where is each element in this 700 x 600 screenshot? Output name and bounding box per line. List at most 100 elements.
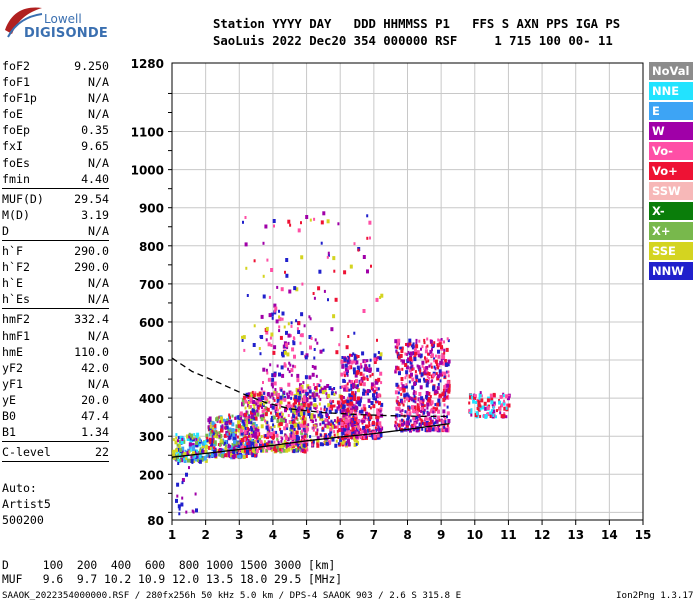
data-point (349, 365, 353, 370)
data-point (287, 333, 291, 338)
data-point (340, 404, 343, 408)
data-point (273, 405, 277, 410)
data-point (380, 381, 383, 385)
data-point (413, 390, 416, 393)
data-point (395, 428, 398, 432)
data-point (468, 408, 471, 412)
data-point (175, 433, 178, 437)
data-point (228, 419, 231, 423)
data-point (271, 385, 274, 389)
data-point (234, 416, 237, 420)
data-point (242, 421, 245, 425)
data-point (443, 351, 446, 355)
data-point (326, 384, 330, 388)
data-point (233, 446, 236, 450)
data-point (283, 419, 285, 423)
data-point (304, 434, 306, 438)
data-point (359, 431, 363, 436)
data-point (427, 359, 430, 363)
data-point (332, 421, 335, 425)
data-point (350, 431, 352, 435)
data-point (239, 439, 243, 444)
data-point (349, 409, 353, 414)
data-point (290, 409, 293, 413)
data-point (315, 431, 319, 436)
data-point (265, 449, 268, 452)
param-row: hmF1 N/A (2, 328, 109, 344)
data-point (477, 400, 481, 405)
data-point (281, 311, 285, 316)
data-point (313, 296, 316, 300)
data-point (204, 449, 208, 454)
data-point (328, 406, 332, 411)
y-tick-label: 1100 (131, 126, 164, 140)
x-tick-label: 10 (466, 528, 483, 542)
data-point (232, 436, 236, 441)
data-point (234, 433, 237, 437)
data-point (218, 434, 221, 438)
data-point (312, 440, 315, 444)
data-point (415, 378, 418, 382)
data-point (263, 440, 266, 444)
param-name: h`Es (2, 292, 30, 307)
data-point (245, 423, 249, 428)
data-point (239, 411, 243, 416)
data-point (292, 414, 296, 419)
data-point (418, 378, 421, 383)
data-point (430, 400, 434, 405)
data-point (405, 396, 409, 401)
data-point (369, 374, 372, 378)
data-point (374, 430, 377, 434)
data-point (272, 447, 276, 451)
data-point (218, 415, 221, 419)
data-point (237, 424, 241, 429)
data-point (421, 364, 424, 368)
data-point (360, 376, 363, 380)
data-point (432, 407, 436, 412)
data-point (257, 426, 260, 430)
data-point (326, 419, 329, 423)
data-point (177, 459, 181, 463)
data-point (224, 453, 228, 458)
param-row: D N/A (2, 223, 109, 239)
data-point (242, 455, 246, 459)
data-point (332, 399, 335, 403)
data-point (302, 414, 306, 419)
data-point (418, 392, 422, 396)
y-tick-label: 200 (139, 468, 164, 482)
data-point (251, 422, 255, 427)
data-point (379, 425, 382, 429)
data-point (281, 449, 284, 453)
data-point (423, 422, 426, 426)
data-point (277, 449, 280, 453)
data-point (181, 478, 185, 482)
data-point (353, 413, 355, 417)
data-point (294, 405, 297, 409)
data-point (334, 391, 337, 395)
data-point (327, 298, 329, 302)
logo-swoosh-icon (5, 7, 43, 38)
data-point (492, 401, 496, 406)
data-point (403, 393, 407, 398)
data-point (231, 428, 235, 433)
data-point (300, 312, 304, 317)
data-point (431, 353, 434, 358)
data-point (220, 419, 224, 424)
data-point (357, 355, 360, 358)
data-point (297, 412, 301, 417)
data-point (404, 352, 407, 356)
data-point (272, 415, 276, 420)
data-point (395, 399, 398, 403)
data-point (199, 438, 201, 442)
data-point (436, 343, 440, 348)
data-point (280, 365, 284, 370)
data-point (306, 448, 309, 452)
data-point (331, 422, 333, 426)
data-point (378, 430, 381, 434)
data-point (262, 381, 264, 384)
data-point (273, 373, 277, 378)
data-point (260, 335, 264, 339)
data-point (433, 365, 436, 369)
data-point (421, 360, 425, 365)
data-point (210, 453, 214, 458)
